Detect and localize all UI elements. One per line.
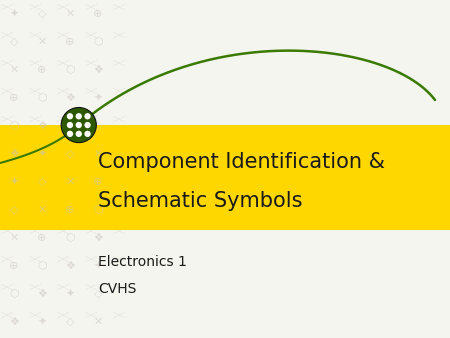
Text: ⊕: ⊕: [65, 205, 75, 215]
Text: ✕: ✕: [93, 149, 103, 159]
Text: ◇: ◇: [94, 121, 102, 131]
Text: ⬡: ⬡: [37, 93, 47, 103]
Text: ⬡: ⬡: [9, 289, 19, 299]
Text: ✕: ✕: [9, 65, 19, 75]
Text: ⊕: ⊕: [9, 93, 19, 103]
Bar: [0, 125, 450, 230]
Text: ⊕: ⊕: [37, 233, 47, 243]
Text: ◇: ◇: [10, 37, 18, 47]
Text: ✕: ✕: [9, 233, 19, 243]
Circle shape: [67, 113, 73, 119]
Text: ✦: ✦: [65, 121, 75, 131]
Text: ✦: ✦: [9, 177, 19, 187]
Text: ✦: ✦: [37, 317, 47, 327]
Text: Electronics 1: Electronics 1: [99, 255, 187, 269]
Text: ⬡: ⬡: [93, 37, 103, 47]
Circle shape: [84, 113, 91, 119]
Circle shape: [84, 131, 91, 137]
Text: ◇: ◇: [66, 317, 74, 327]
Text: ◇: ◇: [94, 289, 102, 299]
Circle shape: [76, 122, 82, 128]
Text: ❖: ❖: [93, 233, 103, 243]
Text: ❖: ❖: [9, 317, 19, 327]
Circle shape: [67, 131, 73, 137]
Text: CVHS: CVHS: [99, 282, 137, 296]
Text: ❖: ❖: [9, 149, 19, 159]
Text: ❖: ❖: [65, 261, 75, 271]
Text: ⬡: ⬡: [65, 65, 75, 75]
Text: ◇: ◇: [38, 9, 46, 19]
Text: ✕: ✕: [65, 9, 75, 19]
Text: ◇: ◇: [10, 205, 18, 215]
Text: ❖: ❖: [37, 289, 47, 299]
Text: ⬡: ⬡: [37, 261, 47, 271]
Text: ✕: ✕: [37, 205, 47, 215]
Text: ❖: ❖: [93, 65, 103, 75]
Text: ◇: ◇: [38, 177, 46, 187]
Text: ✦: ✦: [37, 149, 47, 159]
Circle shape: [67, 122, 73, 128]
Text: Schematic Symbols: Schematic Symbols: [99, 191, 303, 211]
Text: ✦: ✦: [9, 9, 19, 19]
Circle shape: [76, 113, 82, 119]
Text: ⬡: ⬡: [65, 233, 75, 243]
Text: ✕: ✕: [37, 37, 47, 47]
Text: ⊕: ⊕: [65, 37, 75, 47]
Text: ✦: ✦: [93, 93, 103, 103]
Text: ✦: ✦: [65, 289, 75, 299]
Text: ❖: ❖: [65, 93, 75, 103]
Text: Component Identification &: Component Identification &: [99, 152, 385, 172]
Circle shape: [76, 131, 82, 137]
Text: ❖: ❖: [37, 121, 47, 131]
Text: ⊕: ⊕: [37, 65, 47, 75]
Circle shape: [84, 122, 91, 128]
Text: ⊕: ⊕: [93, 9, 103, 19]
Text: ⬡: ⬡: [93, 205, 103, 215]
Text: ✕: ✕: [65, 177, 75, 187]
Text: ✦: ✦: [93, 261, 103, 271]
Text: ◇: ◇: [66, 149, 74, 159]
Text: ⊕: ⊕: [9, 261, 19, 271]
Text: ⬡: ⬡: [9, 121, 19, 131]
Text: ✕: ✕: [93, 317, 103, 327]
Text: ⊕: ⊕: [93, 177, 103, 187]
Circle shape: [61, 107, 96, 143]
